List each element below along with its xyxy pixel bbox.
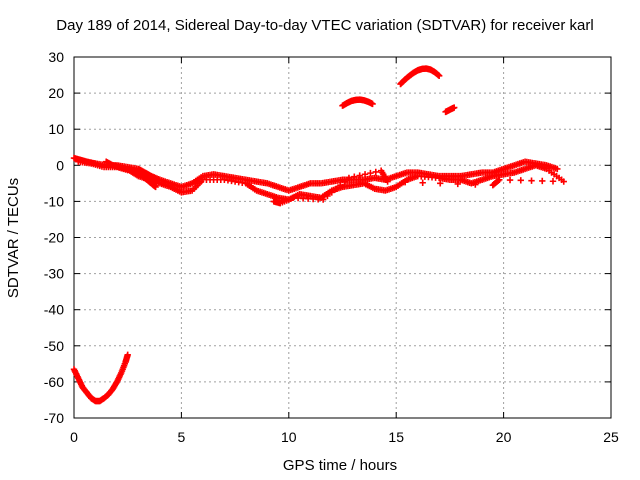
data-point [528,177,535,184]
chart-title: Day 189 of 2014, Sidereal Day-to-day VTE… [56,17,593,34]
axis-ticks [73,56,612,419]
data-point [560,178,567,185]
data-point [506,176,514,184]
data-point [539,177,546,185]
data-point [319,196,327,203]
y-tick-labels: -70 -60 -50 -40 -30 -20 -10 0 10 20 30 [44,49,64,426]
series-bottom-left-arc [70,351,131,405]
data-point [341,178,348,185]
data-point [472,181,479,188]
x-tick-labels: 0 5 10 15 20 25 [70,429,619,445]
x-tick-label: 15 [388,429,404,445]
y-tick-label: -30 [44,266,64,282]
data-points [70,65,567,405]
data-point [384,178,391,185]
data-point [351,173,358,180]
y-tick-label: 10 [48,121,64,137]
series-short-segment-17h [442,104,458,116]
x-tick-label: 0 [70,429,78,445]
y-tick-label: 0 [56,157,64,173]
y-tick-label: -40 [44,302,64,318]
data-point [356,172,363,179]
data-point [345,174,353,182]
y-tick-label: 20 [48,85,64,101]
series-scatter-extra [270,167,567,207]
data-point [419,179,426,186]
x-tick-label: 5 [178,429,186,445]
data-point [450,104,458,111]
y-tick-label: -70 [44,410,64,426]
data-point [496,176,503,183]
data-point [517,177,524,184]
data-point [454,180,461,188]
series-near-zero-branch [103,158,159,191]
series-arc-13h [339,96,376,109]
data-point [337,181,344,189]
x-axis-label: GPS time / hours [283,457,397,474]
data-point [328,189,335,196]
y-tick-label: -20 [44,230,64,246]
y-axis-label: SDTVAR / TECUs [5,178,22,298]
y-tick-label: 30 [48,49,64,65]
grid-lines [74,57,611,418]
data-point [435,72,443,79]
data-point [124,351,131,359]
data-point [372,168,379,176]
data-point [332,185,340,192]
data-point [401,178,409,186]
data-point [549,178,557,185]
y-tick-label: -10 [44,193,64,209]
data-point [367,169,374,177]
data-point [152,183,159,191]
data-point [361,171,369,178]
data-point [369,100,376,108]
x-tick-label: 20 [496,429,512,445]
y-tick-label: -50 [44,338,64,354]
x-tick-label: 25 [603,429,619,445]
data-point [554,165,561,173]
data-point [495,177,502,184]
series-arc-16h [397,65,443,88]
data-point [324,192,331,200]
x-tick-label: 10 [281,429,297,445]
data-point [437,180,444,187]
y-tick-label: -60 [44,374,64,390]
